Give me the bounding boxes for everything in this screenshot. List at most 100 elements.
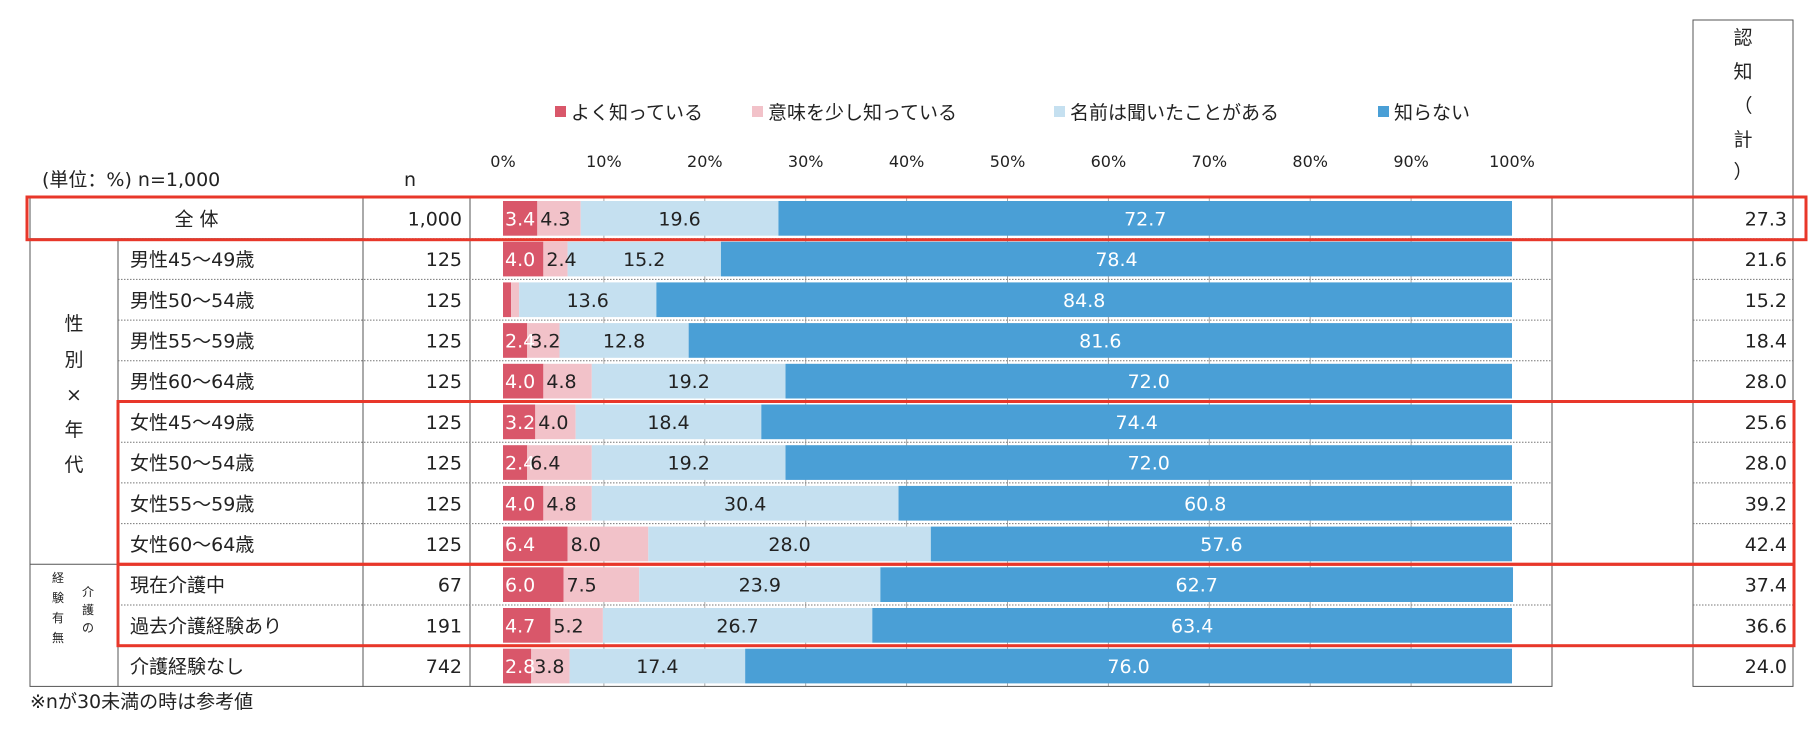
bar-segment-1 bbox=[543, 485, 592, 521]
bar-segment-3 bbox=[880, 567, 1514, 602]
row-n-value: 67 bbox=[438, 575, 462, 597]
data-label-0: 3.4 bbox=[505, 208, 535, 230]
group-label-care: 験 bbox=[52, 590, 64, 605]
data-label-2: 26.7 bbox=[716, 615, 758, 637]
bar-segment-0 bbox=[503, 608, 551, 643]
row-n-value: 125 bbox=[426, 371, 462, 393]
recognition-header-char: （ bbox=[1733, 95, 1752, 117]
data-label-3: 78.4 bbox=[1095, 249, 1137, 271]
data-label-3: 81.6 bbox=[1079, 330, 1121, 352]
recognition-header-char: 計 bbox=[1733, 129, 1752, 151]
data-label-1: 5.2 bbox=[553, 615, 583, 637]
data-label-3: 63.4 bbox=[1171, 615, 1213, 637]
recognition-value: 37.4 bbox=[1745, 575, 1787, 597]
bar-segment-3 bbox=[761, 404, 1512, 440]
data-label-3: 74.4 bbox=[1115, 412, 1157, 434]
data-label-3: 72.0 bbox=[1128, 371, 1170, 393]
group-label-care: 無 bbox=[52, 630, 64, 645]
row-n-value: 191 bbox=[426, 615, 462, 637]
recognition-value: 18.4 bbox=[1745, 330, 1787, 352]
bar-segment-3 bbox=[872, 608, 1512, 643]
bar-segment-2 bbox=[639, 567, 881, 602]
recognition-value: 25.6 bbox=[1745, 412, 1787, 434]
legend-swatch-3 bbox=[1378, 106, 1389, 117]
row-label: 男性60～64歳 bbox=[130, 371, 254, 393]
data-label-3: 62.7 bbox=[1176, 575, 1218, 597]
bar-segment-0 bbox=[503, 363, 544, 399]
x-tick-label: 60% bbox=[1091, 152, 1127, 171]
bar-segment-1 bbox=[567, 526, 649, 562]
data-label-2: 19.6 bbox=[658, 208, 700, 230]
group-label-care: 介 bbox=[82, 585, 94, 599]
data-label-2: 18.4 bbox=[647, 412, 689, 434]
data-label-3: 72.0 bbox=[1128, 453, 1170, 475]
row-n-value: 125 bbox=[426, 412, 462, 434]
row-label: 男性55～59歳 bbox=[130, 330, 254, 352]
recognition-header-char: ） bbox=[1733, 161, 1752, 183]
bar-segment-0 bbox=[503, 241, 544, 277]
x-tick-label: 50% bbox=[990, 152, 1026, 171]
x-tick-label: 70% bbox=[1192, 152, 1228, 171]
bar-segment-3 bbox=[688, 323, 1512, 358]
row-n-value: 1,000 bbox=[408, 208, 462, 230]
footnote: ※nが30未満の時は参考値 bbox=[30, 691, 253, 713]
x-tick-label: 90% bbox=[1393, 152, 1429, 171]
bar-segment-0 bbox=[503, 201, 538, 236]
data-label-0: 3.2 bbox=[505, 412, 535, 434]
data-label-0: 6.4 bbox=[505, 534, 535, 556]
bar-segment-3 bbox=[745, 648, 1512, 684]
row-label: 女性50～54歳 bbox=[130, 453, 254, 475]
data-label-3: 57.6 bbox=[1200, 534, 1242, 556]
legend-label-3: 知らない bbox=[1394, 102, 1470, 124]
data-label-1: 4.8 bbox=[546, 371, 576, 393]
row-label: 介護経験なし bbox=[130, 656, 244, 678]
data-label-2: 23.9 bbox=[739, 575, 781, 597]
row-label: 全 体 bbox=[174, 208, 218, 230]
recognition-value: 21.6 bbox=[1745, 249, 1787, 271]
recognition-value: 24.0 bbox=[1745, 656, 1787, 678]
bar-segment-0 bbox=[503, 282, 512, 318]
bar-segment-3 bbox=[785, 363, 1512, 399]
bar-segment-3 bbox=[898, 485, 1512, 521]
data-label-1: 3.8 bbox=[534, 656, 564, 678]
bar-segment-1 bbox=[550, 608, 603, 643]
row-label: 過去介護経験あり bbox=[130, 615, 282, 637]
recognition-header-char: 知 bbox=[1733, 61, 1752, 83]
data-label-0: 2.4 bbox=[505, 453, 535, 475]
data-label-2: 13.6 bbox=[567, 290, 609, 312]
bar-segment-1 bbox=[531, 648, 570, 684]
bar-segment-2 bbox=[575, 404, 762, 440]
legend-label-0: よく知っている bbox=[571, 102, 703, 124]
x-tick-label: 40% bbox=[889, 152, 925, 171]
legend-swatch-0 bbox=[555, 106, 566, 117]
legend-label-2: 名前は聞いたことがある bbox=[1070, 102, 1279, 124]
data-label-3: 76.0 bbox=[1107, 656, 1149, 678]
data-label-2: 17.4 bbox=[636, 656, 678, 678]
recognition-value: 28.0 bbox=[1745, 371, 1787, 393]
row-n-value: 125 bbox=[426, 330, 462, 352]
unit-note: (単位：%) n=1,000 bbox=[42, 169, 220, 191]
data-label-1: 3.2 bbox=[530, 330, 560, 352]
row-n-value: 125 bbox=[426, 493, 462, 515]
group-label-gender-age: 性 bbox=[64, 313, 83, 335]
data-label-0: 4.0 bbox=[505, 249, 535, 271]
row-n-value: 125 bbox=[426, 534, 462, 556]
table-layer bbox=[25, 19, 1808, 687]
x-tick-label: 30% bbox=[788, 152, 824, 171]
data-label-0: 4.7 bbox=[505, 615, 535, 637]
recognition-header-char: 認 bbox=[1733, 27, 1752, 49]
legend-swatch-2 bbox=[1054, 106, 1065, 117]
data-label-0: 6.0 bbox=[505, 575, 535, 597]
bar-segment-1 bbox=[527, 445, 592, 480]
bar-segment-1 bbox=[563, 567, 640, 602]
bar-segment-2 bbox=[569, 648, 746, 684]
bar-segment-2 bbox=[591, 485, 899, 521]
data-label-1: 7.5 bbox=[567, 575, 597, 597]
bar-segment-0 bbox=[503, 485, 544, 521]
row-n-value: 125 bbox=[426, 453, 462, 475]
bar-segment-0 bbox=[503, 567, 564, 602]
row-n-value: 742 bbox=[426, 656, 462, 678]
recognition-value: 42.4 bbox=[1745, 534, 1787, 556]
row-label: 現在介護中 bbox=[130, 575, 225, 597]
bar-segment-1 bbox=[535, 404, 576, 440]
